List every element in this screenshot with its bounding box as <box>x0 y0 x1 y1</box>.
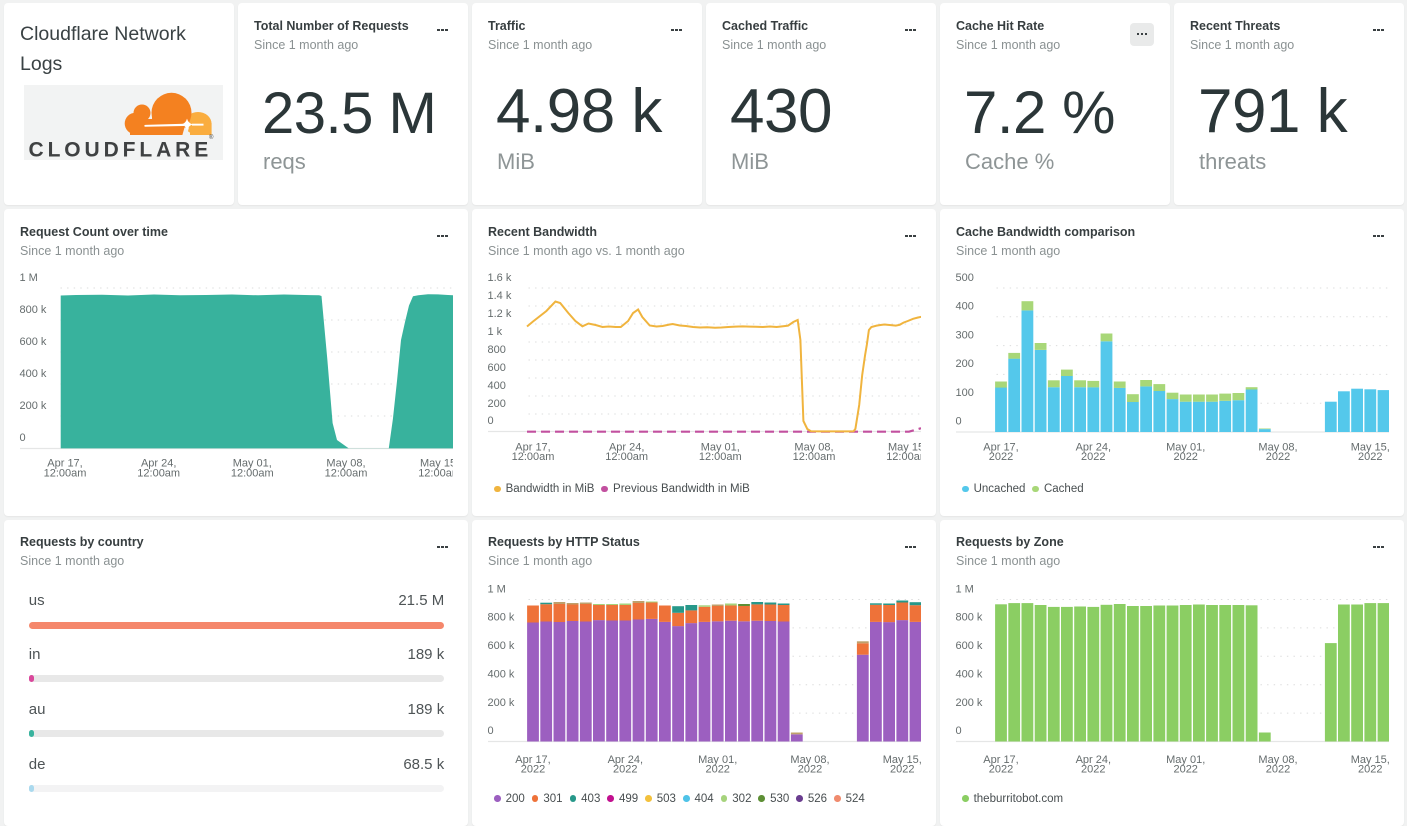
svg-text:12:00am: 12:00am <box>512 451 555 463</box>
svg-text:1 k: 1 k <box>488 326 503 338</box>
svg-text:Apr 24,: Apr 24, <box>141 458 176 470</box>
svg-text:100: 100 <box>956 387 974 399</box>
svg-text:200 k: 200 k <box>20 400 47 412</box>
svg-text:600: 600 <box>488 362 506 374</box>
svg-text:May 01,: May 01, <box>698 753 737 765</box>
svg-text:200: 200 <box>488 398 506 410</box>
svg-text:400: 400 <box>956 301 974 313</box>
svg-text:Apr 17,: Apr 17, <box>47 458 82 470</box>
svg-text:800 k: 800 k <box>20 304 47 316</box>
svg-text:Apr 24,: Apr 24, <box>608 753 643 765</box>
svg-text:2022: 2022 <box>890 763 914 775</box>
svg-text:2022: 2022 <box>989 763 1013 775</box>
svg-text:500: 500 <box>956 272 974 284</box>
svg-text:12:00am: 12:00am <box>605 451 648 463</box>
svg-text:May 01,: May 01, <box>1166 441 1205 453</box>
svg-text:12:00am: 12:00am <box>325 467 368 479</box>
svg-text:2022: 2022 <box>1173 763 1197 775</box>
svg-text:1 M: 1 M <box>488 583 506 595</box>
svg-text:Apr 17,: Apr 17, <box>983 441 1018 453</box>
svg-text:May 15,: May 15, <box>883 753 921 765</box>
svg-text:2022: 2022 <box>989 451 1013 463</box>
svg-text:Apr 24,: Apr 24, <box>609 441 644 453</box>
svg-text:May 08,: May 08, <box>326 458 365 470</box>
svg-text:2022: 2022 <box>613 763 637 775</box>
svg-text:May 15,: May 15, <box>888 441 921 453</box>
svg-text:2022: 2022 <box>1173 451 1197 463</box>
svg-text:12:00am: 12:00am <box>418 467 453 479</box>
svg-text:600 k: 600 k <box>488 640 515 652</box>
svg-text:May 01,: May 01, <box>233 458 272 470</box>
svg-text:2022: 2022 <box>1266 451 1290 463</box>
svg-text:2022: 2022 <box>1081 763 1105 775</box>
svg-text:200 k: 200 k <box>488 696 515 708</box>
svg-text:12:00am: 12:00am <box>886 451 921 463</box>
svg-text:800: 800 <box>488 344 506 356</box>
svg-text:2022: 2022 <box>798 763 822 775</box>
svg-text:600 k: 600 k <box>956 640 983 652</box>
svg-text:2022: 2022 <box>521 763 545 775</box>
svg-text:®: ® <box>209 134 214 141</box>
svg-text:0: 0 <box>20 432 26 444</box>
svg-text:1 M: 1 M <box>20 272 38 284</box>
svg-text:200: 200 <box>956 358 974 370</box>
svg-text:600 k: 600 k <box>20 336 47 348</box>
svg-text:12:00am: 12:00am <box>793 451 836 463</box>
svg-text:2022: 2022 <box>1081 451 1105 463</box>
svg-text:1.6 k: 1.6 k <box>488 272 512 284</box>
svg-text:Apr 24,: Apr 24, <box>1076 441 1111 453</box>
svg-text:May 08,: May 08, <box>794 441 833 453</box>
svg-text:May 08,: May 08, <box>1258 441 1297 453</box>
svg-text:May 15,: May 15, <box>1351 753 1389 765</box>
svg-text:Apr 17,: Apr 17, <box>515 753 550 765</box>
svg-text:CLOUDFLARE: CLOUDFLARE <box>29 139 213 161</box>
svg-text:2022: 2022 <box>1358 763 1382 775</box>
svg-text:12:00am: 12:00am <box>137 467 180 479</box>
svg-text:May 15,: May 15, <box>1351 441 1389 453</box>
svg-text:Apr 24,: Apr 24, <box>1076 753 1111 765</box>
svg-text:May 01,: May 01, <box>701 441 740 453</box>
svg-text:May 08,: May 08, <box>790 753 829 765</box>
svg-text:0: 0 <box>488 415 494 427</box>
svg-text:400 k: 400 k <box>488 668 515 680</box>
svg-text:800 k: 800 k <box>956 611 983 623</box>
svg-text:0: 0 <box>956 725 962 737</box>
svg-text:800 k: 800 k <box>488 611 515 623</box>
svg-text:12:00am: 12:00am <box>231 467 274 479</box>
svg-text:1.4 k: 1.4 k <box>488 290 512 302</box>
svg-text:300: 300 <box>956 329 974 341</box>
svg-text:Apr 17,: Apr 17, <box>515 441 550 453</box>
svg-text:2022: 2022 <box>705 763 729 775</box>
svg-text:May 15,: May 15, <box>420 458 453 470</box>
svg-text:0: 0 <box>488 725 494 737</box>
svg-text:May 01,: May 01, <box>1166 753 1205 765</box>
svg-text:2022: 2022 <box>1266 763 1290 775</box>
svg-text:1 M: 1 M <box>956 583 974 595</box>
svg-text:2022: 2022 <box>1358 451 1382 463</box>
svg-text:200 k: 200 k <box>956 696 983 708</box>
svg-text:12:00am: 12:00am <box>699 451 742 463</box>
svg-text:1.2 k: 1.2 k <box>488 308 512 320</box>
svg-text:400: 400 <box>488 380 506 392</box>
svg-text:12:00am: 12:00am <box>44 467 87 479</box>
svg-text:May 08,: May 08, <box>1258 753 1297 765</box>
svg-text:Apr 17,: Apr 17, <box>983 753 1018 765</box>
svg-text:400 k: 400 k <box>956 668 983 680</box>
svg-text:400 k: 400 k <box>20 368 47 380</box>
svg-text:0: 0 <box>956 416 962 428</box>
